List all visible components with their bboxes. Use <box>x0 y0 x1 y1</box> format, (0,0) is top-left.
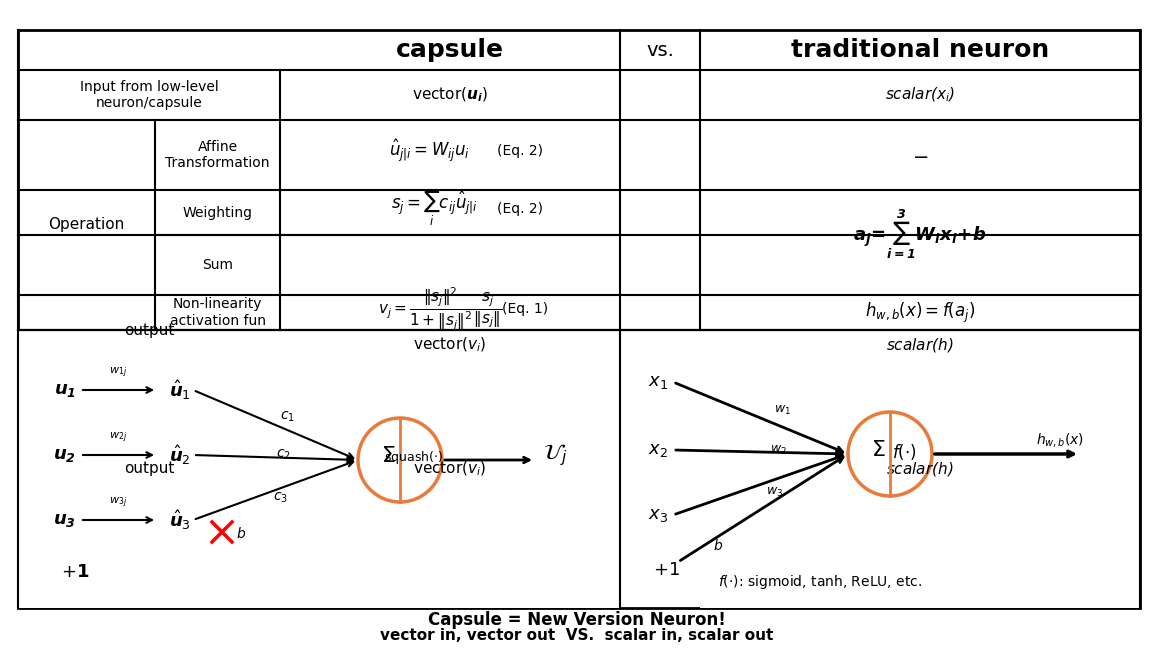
Text: vs.: vs. <box>646 40 673 60</box>
Text: Input from low-level
neuron/capsule: Input from low-level neuron/capsule <box>80 80 218 110</box>
Text: $\bfit{a}_j\!=\!\sum_{i=1}^{3}W_ix_i\!+\!b$: $\bfit{a}_j\!=\!\sum_{i=1}^{3}W_ix_i\!+\… <box>854 207 986 261</box>
Text: squash($\cdot$): squash($\cdot$) <box>385 450 444 467</box>
Text: output: output <box>124 322 174 337</box>
Text: capsule: capsule <box>396 38 504 62</box>
Text: $v_j = \dfrac{\|s_j\|^2}{1+\|s_j\|^2}\dfrac{s_j}{\|s_j\|}$: $v_j = \dfrac{\|s_j\|^2}{1+\|s_j\|^2}\df… <box>378 286 502 333</box>
Text: Weighting: Weighting <box>182 205 253 220</box>
Text: $w_2$: $w_2$ <box>770 443 787 456</box>
Text: $-$: $-$ <box>912 146 929 164</box>
Text: $c_1$: $c_1$ <box>280 410 295 424</box>
FancyBboxPatch shape <box>280 330 620 608</box>
Text: $+\mathbf{1}$: $+\mathbf{1}$ <box>61 563 89 581</box>
Text: $h_{w,b}(x) = f(a_j)$: $h_{w,b}(x) = f(a_j)$ <box>865 300 975 324</box>
Text: $\hat{\bfit{u}}_3$: $\hat{\bfit{u}}_3$ <box>169 508 191 532</box>
Text: scalar($h$): scalar($h$) <box>886 336 954 354</box>
Text: $w_{3j}$: $w_{3j}$ <box>110 495 127 510</box>
Text: Affine
Transformation: Affine Transformation <box>165 140 270 170</box>
Text: traditional neuron: traditional neuron <box>791 38 1049 62</box>
Text: $\hat{u}_{j|i} = W_{ij}u_i$: $\hat{u}_{j|i} = W_{ij}u_i$ <box>389 138 470 164</box>
Text: Non-linearity
activation fun: Non-linearity activation fun <box>170 298 266 328</box>
FancyBboxPatch shape <box>18 330 280 608</box>
Text: $+1$: $+1$ <box>653 561 679 579</box>
Text: scalar($h$): scalar($h$) <box>886 460 954 478</box>
Text: $\bfit{u}_3$: $\bfit{u}_3$ <box>53 511 76 529</box>
Text: $x_1$: $x_1$ <box>648 373 668 391</box>
Text: Operation: Operation <box>49 218 125 233</box>
Text: $c_2$: $c_2$ <box>276 447 291 462</box>
Text: $b$: $b$ <box>236 526 246 541</box>
Text: Capsule = New Version Neuron!: Capsule = New Version Neuron! <box>429 611 726 629</box>
Text: $x_2$: $x_2$ <box>648 441 668 459</box>
Text: $x_3$: $x_3$ <box>648 506 668 524</box>
FancyBboxPatch shape <box>18 30 1140 608</box>
FancyBboxPatch shape <box>700 330 1140 608</box>
Text: $w_{1j}$: $w_{1j}$ <box>110 365 127 380</box>
Text: $w_1$: $w_1$ <box>774 404 791 417</box>
Text: (Eq. 2): (Eq. 2) <box>497 144 543 158</box>
Text: $\bfit{u}_2$: $\bfit{u}_2$ <box>53 446 76 464</box>
Text: (Eq. 2): (Eq. 2) <box>497 202 543 216</box>
Text: $\Sigma$: $\Sigma$ <box>871 440 886 460</box>
Text: Sum: Sum <box>202 258 233 272</box>
Text: $f(\cdot)$: $f(\cdot)$ <box>892 442 916 462</box>
Text: $\hat{\bfit{u}}_1$: $\hat{\bfit{u}}_1$ <box>169 378 191 402</box>
Text: vector($v_i$): vector($v_i$) <box>413 336 486 354</box>
Text: $c_3$: $c_3$ <box>273 491 288 505</box>
Text: $s_j = \sum_i c_{ij}\hat{u}_{j|i}$: $s_j = \sum_i c_{ij}\hat{u}_{j|i}$ <box>392 188 478 228</box>
Text: $b$: $b$ <box>713 538 723 554</box>
Text: $w_{2j}$: $w_{2j}$ <box>110 430 127 445</box>
Text: vector($\bfit{u}_i$): vector($\bfit{u}_i$) <box>412 86 489 104</box>
Text: $\bfit{u}_1$: $\bfit{u}_1$ <box>54 381 76 399</box>
Text: output: output <box>124 462 174 476</box>
Text: $w_3$: $w_3$ <box>766 486 783 499</box>
Text: vector in, vector out  VS.  scalar in, scalar out: vector in, vector out VS. scalar in, sca… <box>380 629 774 644</box>
Text: $\mathcal{U}_j$: $\mathcal{U}_j$ <box>543 442 567 468</box>
Text: $h_{w,b}(x)$: $h_{w,b}(x)$ <box>1036 431 1085 449</box>
Text: $f(\cdot)$: sigmoid, tanh, ReLU, etc.: $f(\cdot)$: sigmoid, tanh, ReLU, etc. <box>718 573 922 591</box>
Text: vector($v_i$): vector($v_i$) <box>413 460 486 478</box>
Text: (Eq. 1): (Eq. 1) <box>502 302 549 317</box>
Text: $\hat{\bfit{u}}_2$: $\hat{\bfit{u}}_2$ <box>169 443 191 467</box>
Text: scalar($x_i$): scalar($x_i$) <box>885 86 955 104</box>
Text: $\Sigma$: $\Sigma$ <box>381 446 395 466</box>
